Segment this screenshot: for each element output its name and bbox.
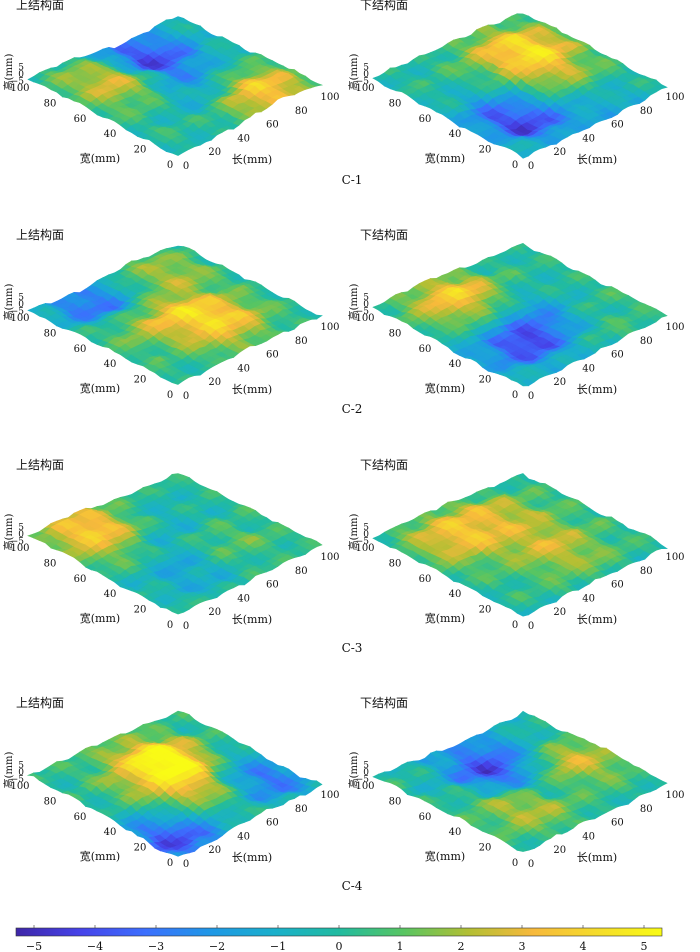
panels-layer [26,13,668,857]
surface-panel [26,710,323,857]
surface-panel [27,473,323,615]
surface-panel [372,13,668,159]
surface-panel [372,710,668,852]
surface-cell [309,82,324,87]
surface-panel [372,242,668,387]
surface-panel [27,245,323,385]
surface-panel [27,16,324,156]
surface-panel [372,473,668,617]
